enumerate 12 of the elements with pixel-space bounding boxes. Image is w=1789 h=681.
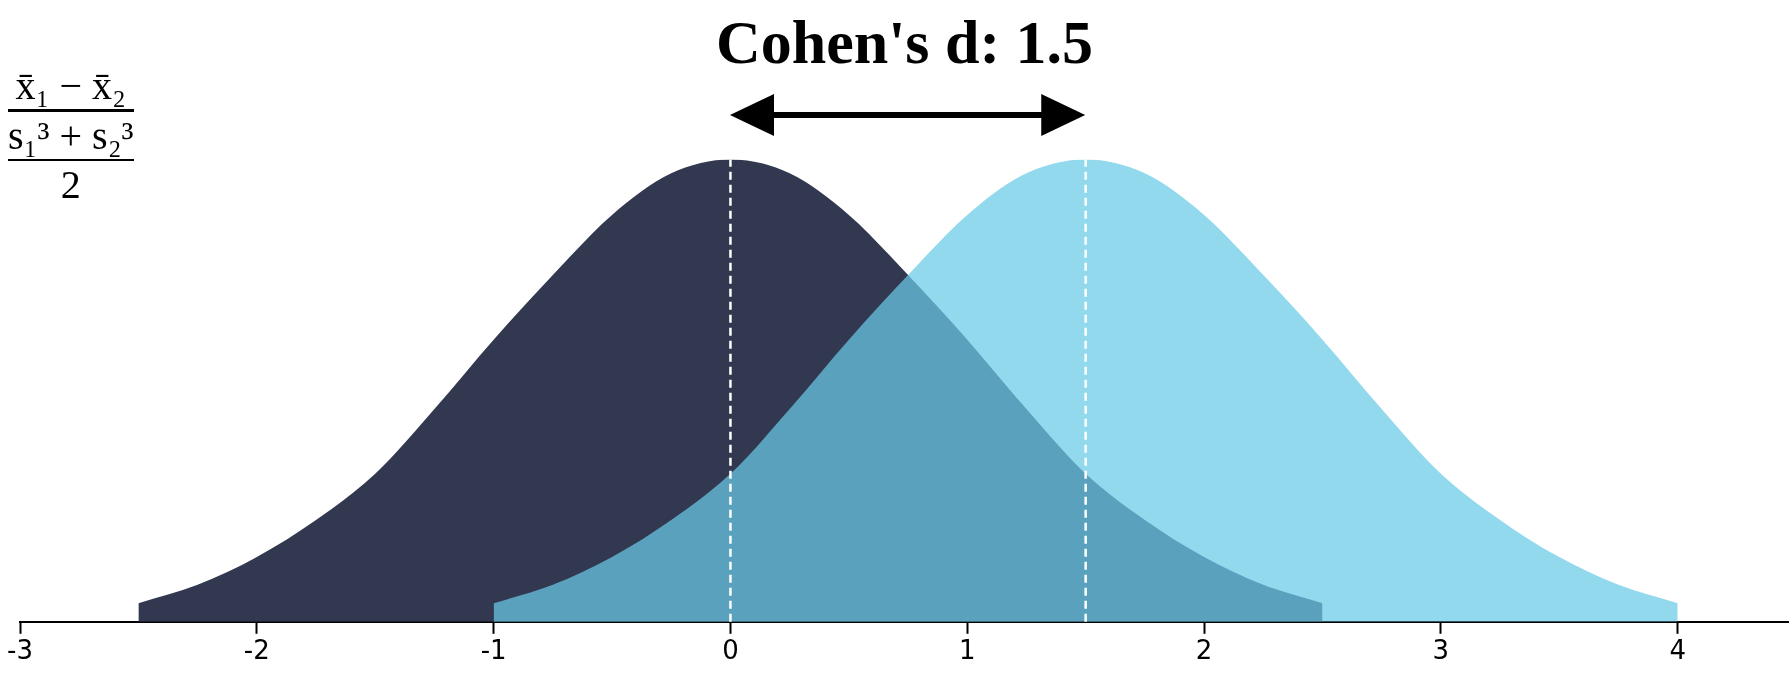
x-tick-label: -2 [243,635,270,666]
x-tick-label: 1 [958,635,976,666]
x-tick-label: 3 [1432,635,1450,666]
chart-title: Cohen's d: 1.5 [715,8,1094,77]
x-tick-label: -1 [480,635,507,666]
x-tick-label: 0 [722,635,739,666]
x-tick-label: -3 [7,635,33,666]
text: x̄₁ − x̄₂ [8,62,134,112]
x-tick-label: 4 [1669,635,1686,666]
text: s₁³ + s₂³ [8,112,134,159]
x-tick-label: 2 [1195,635,1213,666]
annotation: 2 [8,159,134,208]
